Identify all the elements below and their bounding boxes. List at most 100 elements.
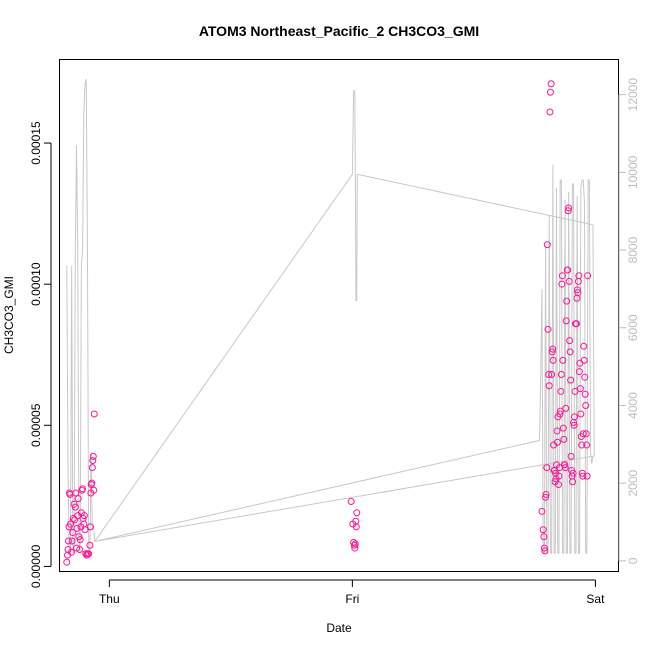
data-point: [538, 507, 546, 515]
data-point: [71, 503, 79, 511]
data-point: [583, 472, 591, 480]
y-tick-right-label: 4000: [626, 392, 640, 419]
data-point: [89, 452, 97, 460]
data-point: [579, 472, 587, 480]
y-axis-right: 0 2000 4000 6000 8000 10000 12000: [618, 78, 640, 564]
data-point: [562, 404, 570, 412]
data-point: [352, 523, 360, 531]
data-point: [541, 547, 549, 555]
data-point: [544, 325, 552, 333]
data-point: [564, 266, 572, 274]
data-point: [76, 545, 84, 553]
data-point: [90, 410, 98, 418]
data-point: [542, 490, 550, 498]
data-point: [73, 524, 81, 532]
data-point: [582, 402, 590, 410]
data-point: [576, 385, 584, 393]
data-point: [565, 204, 573, 212]
data-point: [574, 289, 582, 297]
data-point: [549, 345, 557, 353]
data-point: [81, 526, 89, 534]
data-point: [64, 537, 72, 545]
data-point: [570, 421, 578, 429]
data-point: [561, 464, 569, 472]
y-tick-right-label: 12000: [626, 78, 640, 112]
data-point: [580, 356, 588, 364]
data-point: [556, 410, 564, 418]
data-point: [558, 272, 566, 280]
data-point: [564, 207, 572, 215]
data-point: [540, 533, 548, 541]
data-point: [582, 430, 590, 438]
data-point: [560, 435, 568, 443]
data-point: [580, 342, 588, 350]
x-tick-label: Sat: [586, 592, 605, 606]
data-point: [347, 498, 355, 505]
data-point: [68, 537, 76, 545]
data-point: [540, 544, 548, 552]
data-point: [73, 544, 81, 552]
data-point: [578, 441, 586, 449]
data-point: [542, 493, 550, 501]
data-point: [566, 337, 574, 345]
data-point: [539, 526, 547, 534]
data-point: [579, 430, 587, 438]
data-point: [545, 370, 553, 378]
data-point: [546, 88, 554, 96]
data-point: [562, 317, 570, 325]
data-point: [74, 495, 82, 503]
data-point: [350, 541, 358, 549]
data-point: [545, 382, 553, 390]
x-tick-label: Fri: [345, 592, 359, 606]
data-point: [353, 509, 361, 517]
data-point: [561, 461, 569, 469]
x-axis: Thu Fri Sat: [99, 579, 605, 606]
data-point: [571, 387, 579, 395]
data-point: [351, 540, 359, 548]
y-axis-left: 0.00000 0.00005 0.00010 0.00015: [29, 121, 52, 588]
data-point: [556, 407, 564, 415]
y-tick-left-label: 0.00015: [29, 121, 43, 165]
y-tick-right-label: 0: [626, 557, 640, 564]
y-tick-left-label: 0.00010: [29, 262, 43, 306]
data-point: [555, 472, 563, 480]
data-point: [567, 376, 575, 384]
data-point: [76, 536, 84, 544]
data-point: [86, 523, 94, 531]
data-point: [566, 348, 574, 356]
data-point: [66, 520, 74, 528]
data-point: [575, 368, 583, 376]
data-point: [567, 452, 575, 460]
data-point: [558, 280, 566, 288]
y-tick-left-label: 0.00005: [29, 403, 43, 447]
y-tick-right-label: 10000: [626, 155, 640, 189]
chart-title: ATOM3 Northeast_Pacific_2 CH3CO3_GMI: [199, 23, 479, 39]
data-point: [573, 286, 581, 294]
data-point: [577, 410, 585, 418]
data-point: [548, 348, 556, 356]
data-point: [90, 486, 98, 494]
x-tick-label: Thu: [99, 592, 120, 606]
data-point: [543, 464, 551, 472]
data-point: [543, 241, 551, 249]
data-point: [67, 548, 75, 556]
data-point: [89, 457, 97, 465]
x-axis-label: Date: [326, 621, 352, 635]
data-point: [565, 277, 573, 285]
data-point: [351, 544, 359, 552]
y-tick-right-label: 2000: [626, 469, 640, 496]
data-point: [79, 485, 87, 493]
data-point: [85, 550, 93, 558]
data-point: [581, 373, 589, 381]
data-point: [548, 370, 556, 378]
data-point: [88, 479, 96, 487]
y-tick-right-label: 8000: [626, 236, 640, 263]
data-point: [575, 272, 583, 280]
data-point: [553, 427, 561, 435]
series-line: [66, 78, 595, 554]
data-point: [557, 370, 565, 378]
plot-frame: [59, 59, 619, 572]
data-point: [554, 481, 562, 489]
data-point: [563, 297, 571, 305]
